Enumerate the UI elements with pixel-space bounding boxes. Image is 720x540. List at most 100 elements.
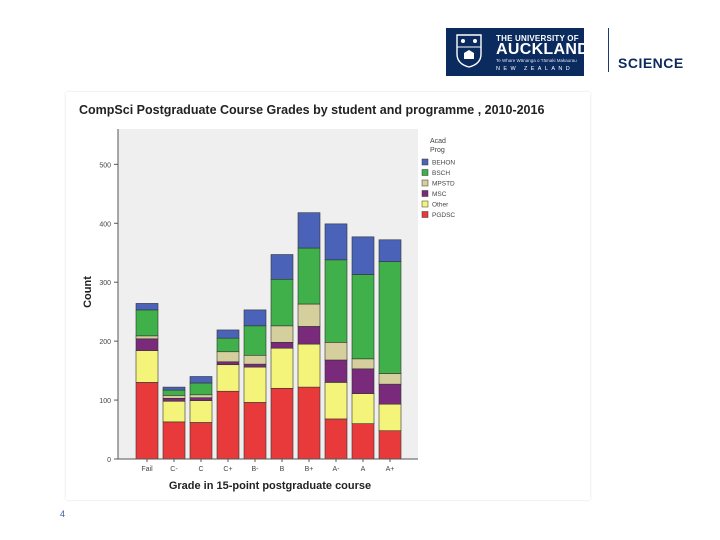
bar-segment-bsch [324,259,348,343]
bar-segment-other [216,364,240,392]
faculty-label: SCIENCE [618,55,684,71]
x-tick-label: C [198,466,203,473]
bar-segment-bsch [243,325,267,356]
bar-segment-bsch [351,274,375,360]
bar-segment-behon [216,329,240,339]
bar-segment-pgdsc [243,402,267,460]
bar-segment-pgdsc [270,387,294,460]
legend-swatch [421,158,429,166]
bar-segment-mpstd [243,354,267,365]
university-logo: THE UNIVERSITY OF AUCKLAND Te Whare Wāna… [446,28,589,76]
bar-segment-behon [162,386,186,391]
bar-segment-mpstd [324,342,348,361]
legend-label: Other [432,202,449,209]
logo-new-zealand: NEW ZEALAND [496,66,574,72]
bar-segment-bsch [270,278,294,327]
bar-segment-msc [135,338,159,351]
bar-segment-other [324,382,348,420]
x-tick-label: B+ [305,466,314,473]
crest-icon [456,34,482,68]
x-tick-label: Fail [141,466,153,473]
x-tick-label: A- [333,466,341,473]
legend-label: MSC [432,191,447,198]
bar-segment-msc [189,397,213,401]
bar-segment-other [351,393,375,424]
y-tick-label: 400 [99,221,111,228]
bar-segment-msc [270,342,294,349]
bar-segment-pgdsc [324,418,348,460]
logo-auckland: AUCKLAND [496,41,590,58]
y-axis-label: Count [82,276,94,308]
chart-card: CompSci Postgraduate Course Grades by st… [66,92,590,500]
legend-swatch [421,169,429,176]
bar-segment-other [162,400,186,423]
legend-label: PGDSC [432,212,455,219]
legend-title: Acad [430,138,446,145]
bar-segment-other [135,350,159,383]
x-tick-label: C+ [223,466,232,473]
bar-segment-other [297,343,321,388]
legend-label: BSCH [432,170,450,177]
bar-segment-pgdsc [297,386,321,460]
x-tick-label: A+ [386,466,395,473]
bar-segment-mpstd [216,351,240,363]
bar-segment-pgdsc [135,382,159,460]
bar-segment-mpstd [189,394,213,399]
bar-segment-pgdsc [189,422,213,460]
bar-segment-mpstd [270,325,294,343]
bar-segment-bsch [297,247,321,305]
bar-segment-msc [216,361,240,366]
bar-segment-behon [243,309,267,327]
bar-segment-bsch [189,382,213,396]
bar-segment-msc [162,398,186,402]
bar-segment-msc [351,368,375,394]
bar-segment-mpstd [297,303,321,327]
bar-segment-behon [270,254,294,280]
bar-segment-other [378,403,402,432]
bar-segment-behon [297,212,321,249]
bar-segment-bsch [378,261,402,374]
bar-segment-mpstd [378,373,402,385]
x-axis-label: Grade in 15-point postgraduate course [169,480,371,492]
bar-segment-bsch [162,389,186,396]
page-number: 4 [60,509,66,519]
y-tick-label: 300 [99,280,111,287]
legend-label: BEHON [432,160,455,167]
legend-label: MPSTD [432,181,455,188]
legend-swatch [421,211,429,218]
bar-segment-mpstd [135,335,159,340]
bar-segment-behon [324,223,348,261]
bar-segment-mpstd [351,358,375,370]
bar-segment-pgdsc [378,430,402,460]
x-tick-label: C- [170,466,178,473]
legend-swatch [421,179,429,187]
bar-segment-msc [243,363,267,368]
x-tick-label: B- [252,466,260,473]
bar-segment-other [243,366,267,403]
bar-segment-behon [378,239,402,262]
y-tick-label: 100 [99,398,111,405]
x-tick-label: B [280,466,285,473]
chart-title: CompSci Postgraduate Course Grades by st… [79,103,544,117]
legend-swatch [421,190,429,197]
bar-segment-behon [189,376,213,384]
logo-maori-name: Te Whare Wānanga o Tāmaki Makaurau [496,58,577,63]
y-tick-label: 500 [99,162,111,169]
legend-title: Prog [430,147,445,154]
logo-university-of: THE UNIVERSITY OF [496,34,579,43]
bar-segment-bsch [135,309,159,337]
y-tick-label: 200 [99,339,111,346]
bar-segment-other [270,347,294,389]
x-tick-label: A [361,466,366,473]
bar-segment-msc [297,326,321,345]
legend-swatch [421,200,429,208]
bar-segment-mpstd [162,395,186,399]
bar-segment-pgdsc [216,390,240,460]
y-tick-label: 0 [107,457,111,464]
bar-segment-pgdsc [351,423,375,460]
bar-segment-pgdsc [162,421,186,460]
bar-segment-behon [135,303,159,311]
header-divider [608,28,609,72]
bar-segment-behon [351,236,375,275]
bar-segment-msc [378,383,402,405]
